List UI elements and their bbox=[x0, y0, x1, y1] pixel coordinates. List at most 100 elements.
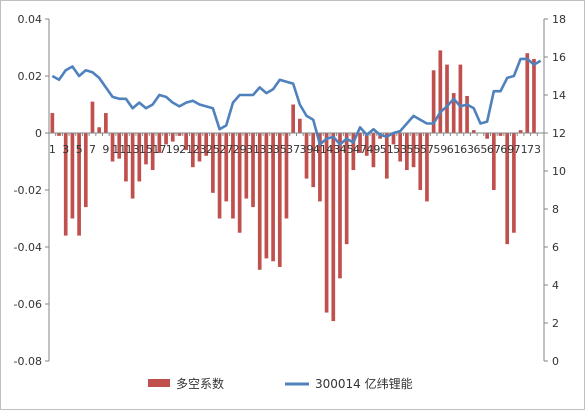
right-tick-label: 16 bbox=[552, 51, 566, 64]
bar bbox=[491, 133, 496, 190]
x-tick-label: 21 bbox=[179, 143, 193, 156]
legend-bar-swatch bbox=[148, 379, 170, 387]
x-tick-label: 7 bbox=[89, 143, 96, 156]
x-tick-label: 55 bbox=[407, 143, 421, 156]
bar bbox=[50, 113, 55, 133]
x-tick-label: 67 bbox=[487, 143, 501, 156]
bar bbox=[164, 133, 168, 145]
x-tick-label: 31 bbox=[246, 143, 260, 156]
bar bbox=[90, 101, 95, 133]
bar bbox=[57, 133, 61, 136]
bar bbox=[184, 133, 188, 151]
bar bbox=[384, 133, 389, 179]
bar bbox=[144, 133, 148, 165]
bar bbox=[231, 133, 235, 219]
bar bbox=[338, 133, 342, 279]
line-series bbox=[51, 57, 542, 146]
bar bbox=[190, 133, 195, 168]
bar bbox=[277, 133, 282, 267]
bar bbox=[324, 133, 329, 313]
x-tick-label: 9 bbox=[102, 143, 109, 156]
bar bbox=[471, 130, 476, 133]
x-tick-label: 65 bbox=[473, 143, 487, 156]
right-tick-label: 14 bbox=[552, 89, 566, 102]
x-tick-label: 3 bbox=[62, 143, 69, 156]
bar bbox=[224, 133, 229, 202]
x-tick-label: 23 bbox=[193, 143, 207, 156]
bar bbox=[518, 130, 523, 133]
x-tick-label: 37 bbox=[286, 143, 300, 156]
x-tick-label: 51 bbox=[380, 143, 394, 156]
bar bbox=[451, 93, 456, 133]
bar bbox=[117, 133, 122, 159]
bar bbox=[211, 133, 215, 193]
bar bbox=[110, 133, 115, 162]
bar bbox=[63, 133, 68, 236]
bar bbox=[318, 133, 322, 202]
x-tick-label: 53 bbox=[393, 143, 407, 156]
bar bbox=[204, 133, 209, 156]
x-tick-label: 19 bbox=[166, 143, 180, 156]
bar bbox=[358, 133, 362, 153]
bar bbox=[344, 133, 349, 245]
right-tick-label: 18 bbox=[552, 13, 566, 26]
bar bbox=[458, 64, 463, 133]
bar bbox=[304, 133, 309, 179]
x-tick-label: 15 bbox=[139, 143, 153, 156]
bar bbox=[445, 64, 449, 133]
left-tick-label: 0.02 bbox=[18, 70, 43, 83]
bar bbox=[418, 133, 423, 190]
right-tick-label: 10 bbox=[552, 165, 566, 178]
x-tick-label: 27 bbox=[219, 143, 233, 156]
bar bbox=[137, 133, 142, 182]
x-tick-label: 29 bbox=[233, 143, 247, 156]
x-tick-label: 59 bbox=[433, 143, 447, 156]
x-tick-label: 43 bbox=[326, 143, 340, 156]
bar bbox=[251, 133, 255, 208]
bar bbox=[271, 133, 275, 262]
x-tick-label: 39 bbox=[300, 143, 314, 156]
bar bbox=[150, 133, 155, 171]
bar bbox=[425, 133, 429, 202]
x-tick-label: 41 bbox=[313, 143, 327, 156]
zero-axis-group bbox=[48, 132, 545, 136]
x-tick-label: 47 bbox=[353, 143, 367, 156]
bar bbox=[284, 133, 289, 219]
right-tick-label: 12 bbox=[552, 127, 566, 140]
bar-series bbox=[50, 50, 536, 322]
bar bbox=[197, 133, 202, 162]
bar bbox=[130, 133, 135, 199]
x-tick-label: 35 bbox=[273, 143, 287, 156]
x-tick-label: 57 bbox=[420, 143, 434, 156]
legend: 多空系数 300014 亿纬锂能 bbox=[148, 376, 413, 391]
right-tick-label: 4 bbox=[552, 279, 559, 292]
bar bbox=[70, 133, 75, 219]
x-tick-label: 5 bbox=[76, 143, 83, 156]
bar bbox=[391, 133, 396, 145]
bar bbox=[291, 104, 295, 133]
bar bbox=[217, 133, 222, 219]
right-tick-label: 6 bbox=[552, 241, 559, 254]
x-tick-label: 63 bbox=[460, 143, 474, 156]
bar bbox=[257, 133, 262, 270]
x-tick-label: 61 bbox=[447, 143, 461, 156]
bar bbox=[465, 95, 469, 133]
left-tick-label: -0.06 bbox=[14, 298, 42, 311]
bar bbox=[264, 133, 269, 259]
bar bbox=[485, 133, 489, 139]
x-tick-label: 49 bbox=[366, 143, 380, 156]
bar bbox=[532, 58, 536, 133]
left-y-axis: 0.04 0.02 0 -0.02 -0.04 -0.06 -0.08 bbox=[14, 13, 50, 368]
x-axis-ticks: 1 3 5 7 9 11 13 15 17 19 21 23 25 27 29 31 33 35 37 39 41 43 4… bbox=[49, 143, 541, 156]
x-tick-label: 33 bbox=[259, 143, 273, 156]
bar bbox=[237, 133, 242, 233]
left-tick-label: 0 bbox=[35, 127, 42, 140]
bar bbox=[505, 133, 510, 245]
x-tick-label: 11 bbox=[112, 143, 126, 156]
bar bbox=[177, 133, 182, 136]
bar bbox=[170, 133, 175, 142]
bar bbox=[512, 133, 516, 233]
legend-label: 多空系数 bbox=[176, 376, 224, 391]
